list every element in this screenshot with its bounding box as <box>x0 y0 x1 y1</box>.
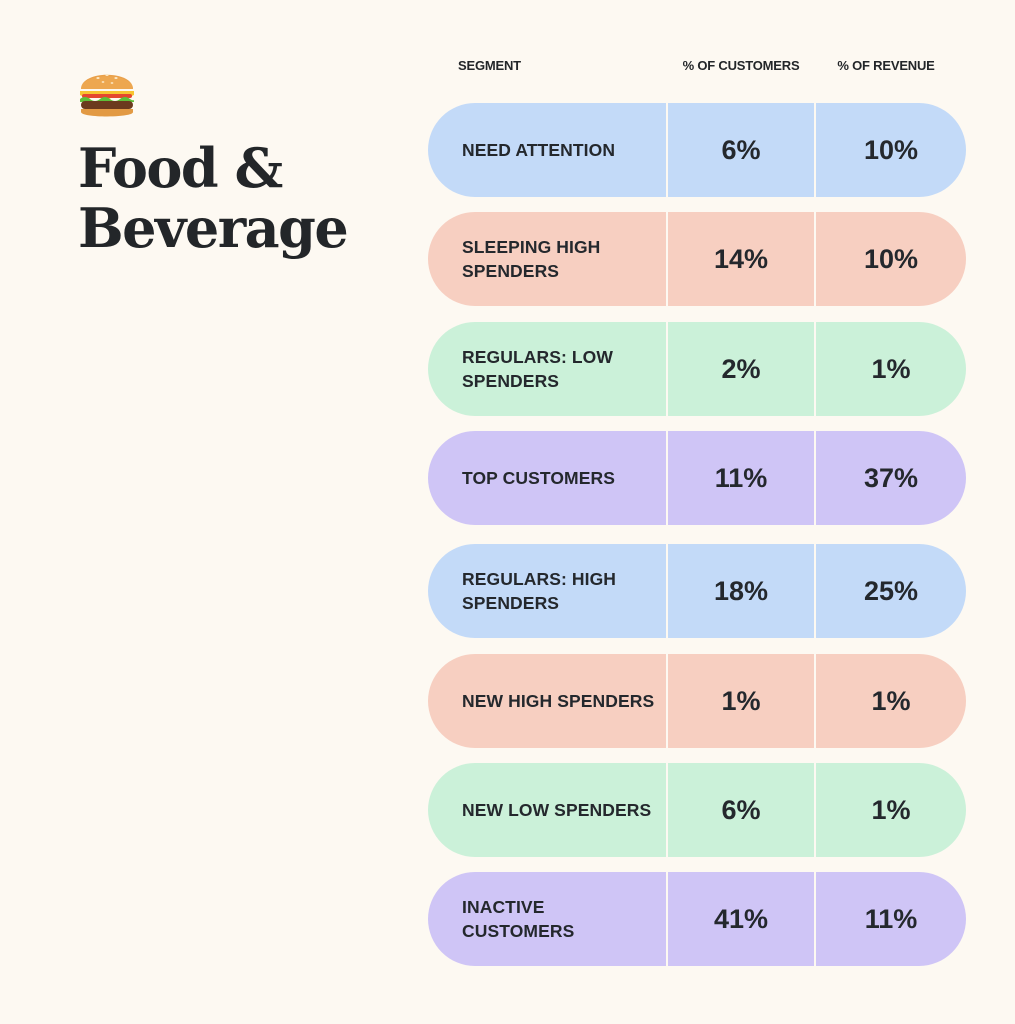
column-divider <box>666 103 668 197</box>
column-divider <box>814 544 816 638</box>
column-header-segment: SEGMENT <box>458 58 521 73</box>
segment-label: REGULARS: LOW SPENDERS <box>462 347 614 391</box>
column-divider <box>814 103 816 197</box>
page-title: Food & Beverage <box>78 138 398 258</box>
column-divider <box>666 872 668 966</box>
title-line-2: Beverage <box>78 196 349 260</box>
revenue-percent-value: 1% <box>871 353 911 384</box>
customers-percent-value: 6% <box>721 134 761 165</box>
title-line-1: Food & <box>78 136 283 200</box>
column-divider <box>666 544 668 638</box>
customers-percent-value: 14% <box>713 243 769 274</box>
table-row: NEW LOW SPENDERS 6% 1% <box>428 763 966 857</box>
revenue-percent-value: 1% <box>871 794 911 825</box>
segment-label: SLEEPING HIGH SPENDERS <box>462 237 601 281</box>
burger-emoji-icon <box>80 74 134 117</box>
revenue-percent-value: 1% <box>871 685 911 716</box>
table-row: NEED ATTENTION 6% 10% <box>428 103 966 197</box>
table-row: NEW HIGH SPENDERS 1% 1% <box>428 654 966 748</box>
column-divider <box>814 431 816 525</box>
revenue-percent-value: 11% <box>864 903 918 934</box>
column-header-customers: % OF CUSTOMERS <box>682 58 800 73</box>
column-divider <box>814 763 816 857</box>
table-row: SLEEPING HIGH SPENDERS 14% 10% <box>428 212 966 306</box>
customers-percent-value: 18% <box>713 575 769 606</box>
table-row: TOP CUSTOMERS 11% 37% <box>428 431 966 525</box>
column-divider <box>814 872 816 966</box>
column-divider <box>814 212 816 306</box>
column-divider <box>666 763 668 857</box>
table-row: INACTIVE CUSTOMERS 41% 11% <box>428 872 966 966</box>
column-divider <box>666 431 668 525</box>
revenue-percent-value: 10% <box>863 243 919 274</box>
revenue-percent-value: 25% <box>863 575 919 606</box>
segment-label: TOP CUSTOMERS <box>462 468 615 488</box>
customers-percent-value: 11% <box>714 462 768 493</box>
customers-percent-value: 2% <box>721 353 761 384</box>
column-divider <box>814 654 816 748</box>
table-row: REGULARS: HIGH SPENDERS 18% 25% <box>428 544 966 638</box>
customers-percent-value: 41% <box>713 903 769 934</box>
customers-percent-value: 6% <box>721 794 761 825</box>
segment-label: INACTIVE CUSTOMERS <box>462 897 575 941</box>
segment-label: REGULARS: HIGH SPENDERS <box>462 569 617 613</box>
segment-label: NEED ATTENTION <box>462 140 616 160</box>
column-divider <box>666 212 668 306</box>
segment-label: NEW LOW SPENDERS <box>462 800 652 820</box>
revenue-percent-value: 37% <box>863 462 919 493</box>
customers-percent-value: 1% <box>721 685 761 716</box>
table-row: REGULARS: LOW SPENDERS 2% 1% <box>428 322 966 416</box>
column-header-revenue: % OF REVENUE <box>837 58 935 73</box>
column-divider <box>814 322 816 416</box>
column-divider <box>666 322 668 416</box>
segment-label: NEW HIGH SPENDERS <box>462 691 655 711</box>
revenue-percent-value: 10% <box>863 134 919 165</box>
column-divider <box>666 654 668 748</box>
